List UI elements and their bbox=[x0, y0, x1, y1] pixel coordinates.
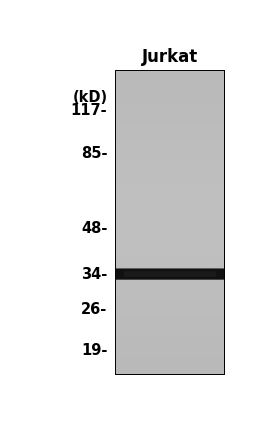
Bar bbox=[115, 108, 225, 112]
Bar bbox=[115, 339, 225, 343]
Bar bbox=[115, 153, 225, 157]
Bar bbox=[115, 225, 225, 229]
FancyBboxPatch shape bbox=[124, 271, 216, 277]
Bar bbox=[115, 366, 225, 370]
Bar bbox=[115, 92, 225, 96]
Bar bbox=[115, 115, 225, 119]
Bar bbox=[115, 252, 225, 256]
Text: 117-: 117- bbox=[71, 103, 108, 118]
Bar bbox=[115, 81, 225, 85]
Bar bbox=[115, 176, 225, 180]
Bar bbox=[115, 260, 225, 263]
Bar bbox=[115, 237, 225, 241]
Bar bbox=[115, 309, 225, 313]
Bar bbox=[115, 210, 225, 214]
Text: 34-: 34- bbox=[81, 266, 108, 281]
Bar bbox=[115, 358, 225, 362]
Bar bbox=[115, 85, 225, 89]
Bar bbox=[115, 241, 225, 245]
Bar bbox=[115, 187, 225, 191]
Bar bbox=[115, 69, 225, 374]
Bar bbox=[115, 77, 225, 81]
Bar bbox=[115, 302, 225, 305]
Bar bbox=[115, 206, 225, 210]
Bar bbox=[115, 142, 225, 145]
Bar bbox=[115, 282, 225, 286]
Bar bbox=[115, 169, 225, 172]
Bar bbox=[115, 271, 225, 275]
Bar bbox=[115, 298, 225, 302]
Bar bbox=[115, 335, 225, 339]
Bar bbox=[115, 184, 225, 187]
Bar bbox=[115, 134, 225, 138]
Bar bbox=[115, 157, 225, 161]
Text: 26-: 26- bbox=[81, 302, 108, 317]
Text: 48-: 48- bbox=[81, 221, 108, 236]
Bar bbox=[115, 324, 225, 328]
Bar bbox=[115, 69, 225, 374]
Bar bbox=[115, 286, 225, 290]
Bar bbox=[115, 138, 225, 142]
Bar bbox=[115, 218, 225, 222]
Bar bbox=[115, 123, 225, 127]
Bar bbox=[115, 332, 225, 335]
Bar bbox=[115, 267, 225, 271]
Bar bbox=[115, 130, 225, 134]
Bar bbox=[115, 354, 225, 358]
Bar bbox=[115, 233, 225, 237]
Bar bbox=[115, 320, 225, 324]
Bar bbox=[115, 256, 225, 260]
Bar bbox=[115, 199, 225, 202]
Bar bbox=[115, 313, 225, 317]
Text: 19-: 19- bbox=[81, 343, 108, 358]
Bar bbox=[115, 191, 225, 195]
Bar bbox=[115, 195, 225, 199]
Bar bbox=[115, 100, 225, 104]
Bar bbox=[115, 245, 225, 248]
FancyBboxPatch shape bbox=[115, 269, 224, 280]
Text: Jurkat: Jurkat bbox=[142, 48, 198, 66]
Bar bbox=[115, 290, 225, 294]
Bar bbox=[115, 278, 225, 282]
Bar bbox=[115, 229, 225, 233]
Bar bbox=[115, 112, 225, 115]
Bar bbox=[115, 161, 225, 165]
Bar bbox=[115, 351, 225, 354]
Bar bbox=[115, 317, 225, 320]
Bar bbox=[115, 119, 225, 123]
Bar bbox=[115, 145, 225, 149]
Bar bbox=[115, 305, 225, 309]
Bar bbox=[115, 370, 225, 374]
Bar bbox=[115, 89, 225, 92]
Bar bbox=[115, 328, 225, 332]
Bar bbox=[115, 127, 225, 130]
Bar bbox=[115, 172, 225, 176]
Bar bbox=[115, 248, 225, 252]
Text: 85-: 85- bbox=[81, 145, 108, 160]
Bar bbox=[115, 343, 225, 347]
Bar bbox=[115, 222, 225, 225]
Bar bbox=[115, 149, 225, 153]
Bar bbox=[115, 69, 225, 73]
Bar bbox=[115, 165, 225, 169]
Bar bbox=[115, 104, 225, 108]
Bar bbox=[115, 263, 225, 267]
Bar bbox=[115, 73, 225, 77]
Bar bbox=[115, 347, 225, 351]
Bar bbox=[115, 362, 225, 366]
Bar bbox=[115, 180, 225, 184]
Bar bbox=[115, 214, 225, 218]
Text: (kD): (kD) bbox=[72, 90, 108, 105]
Bar bbox=[115, 202, 225, 206]
Bar bbox=[115, 275, 225, 278]
Bar bbox=[115, 294, 225, 298]
Bar bbox=[115, 96, 225, 100]
